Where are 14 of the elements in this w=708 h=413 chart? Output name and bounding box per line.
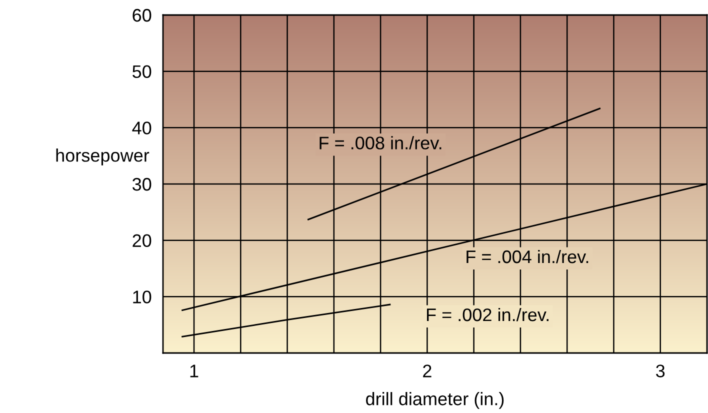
series-label: F = .004 in./rev.	[466, 250, 588, 264]
y-tick-label: 40	[132, 122, 152, 134]
y-tick-label: 10	[133, 290, 152, 304]
y-axis-title: horsepower	[56, 148, 150, 166]
x-tick-label: 1	[190, 364, 198, 378]
y-tick-label: 20	[132, 234, 152, 248]
text: F = .002 in./rev.	[426, 308, 548, 322]
x-tick-label: 3	[656, 364, 665, 378]
series-label: F = .008 in./rev.	[320, 136, 442, 150]
y-tick-label: 60	[132, 8, 152, 22]
x-tick-label: 2	[423, 364, 432, 378]
y-tick-label: 50	[132, 65, 152, 78]
y-tick-label: 30	[132, 178, 152, 191]
x-axis-title: drill diameter (in.)	[366, 392, 504, 409]
